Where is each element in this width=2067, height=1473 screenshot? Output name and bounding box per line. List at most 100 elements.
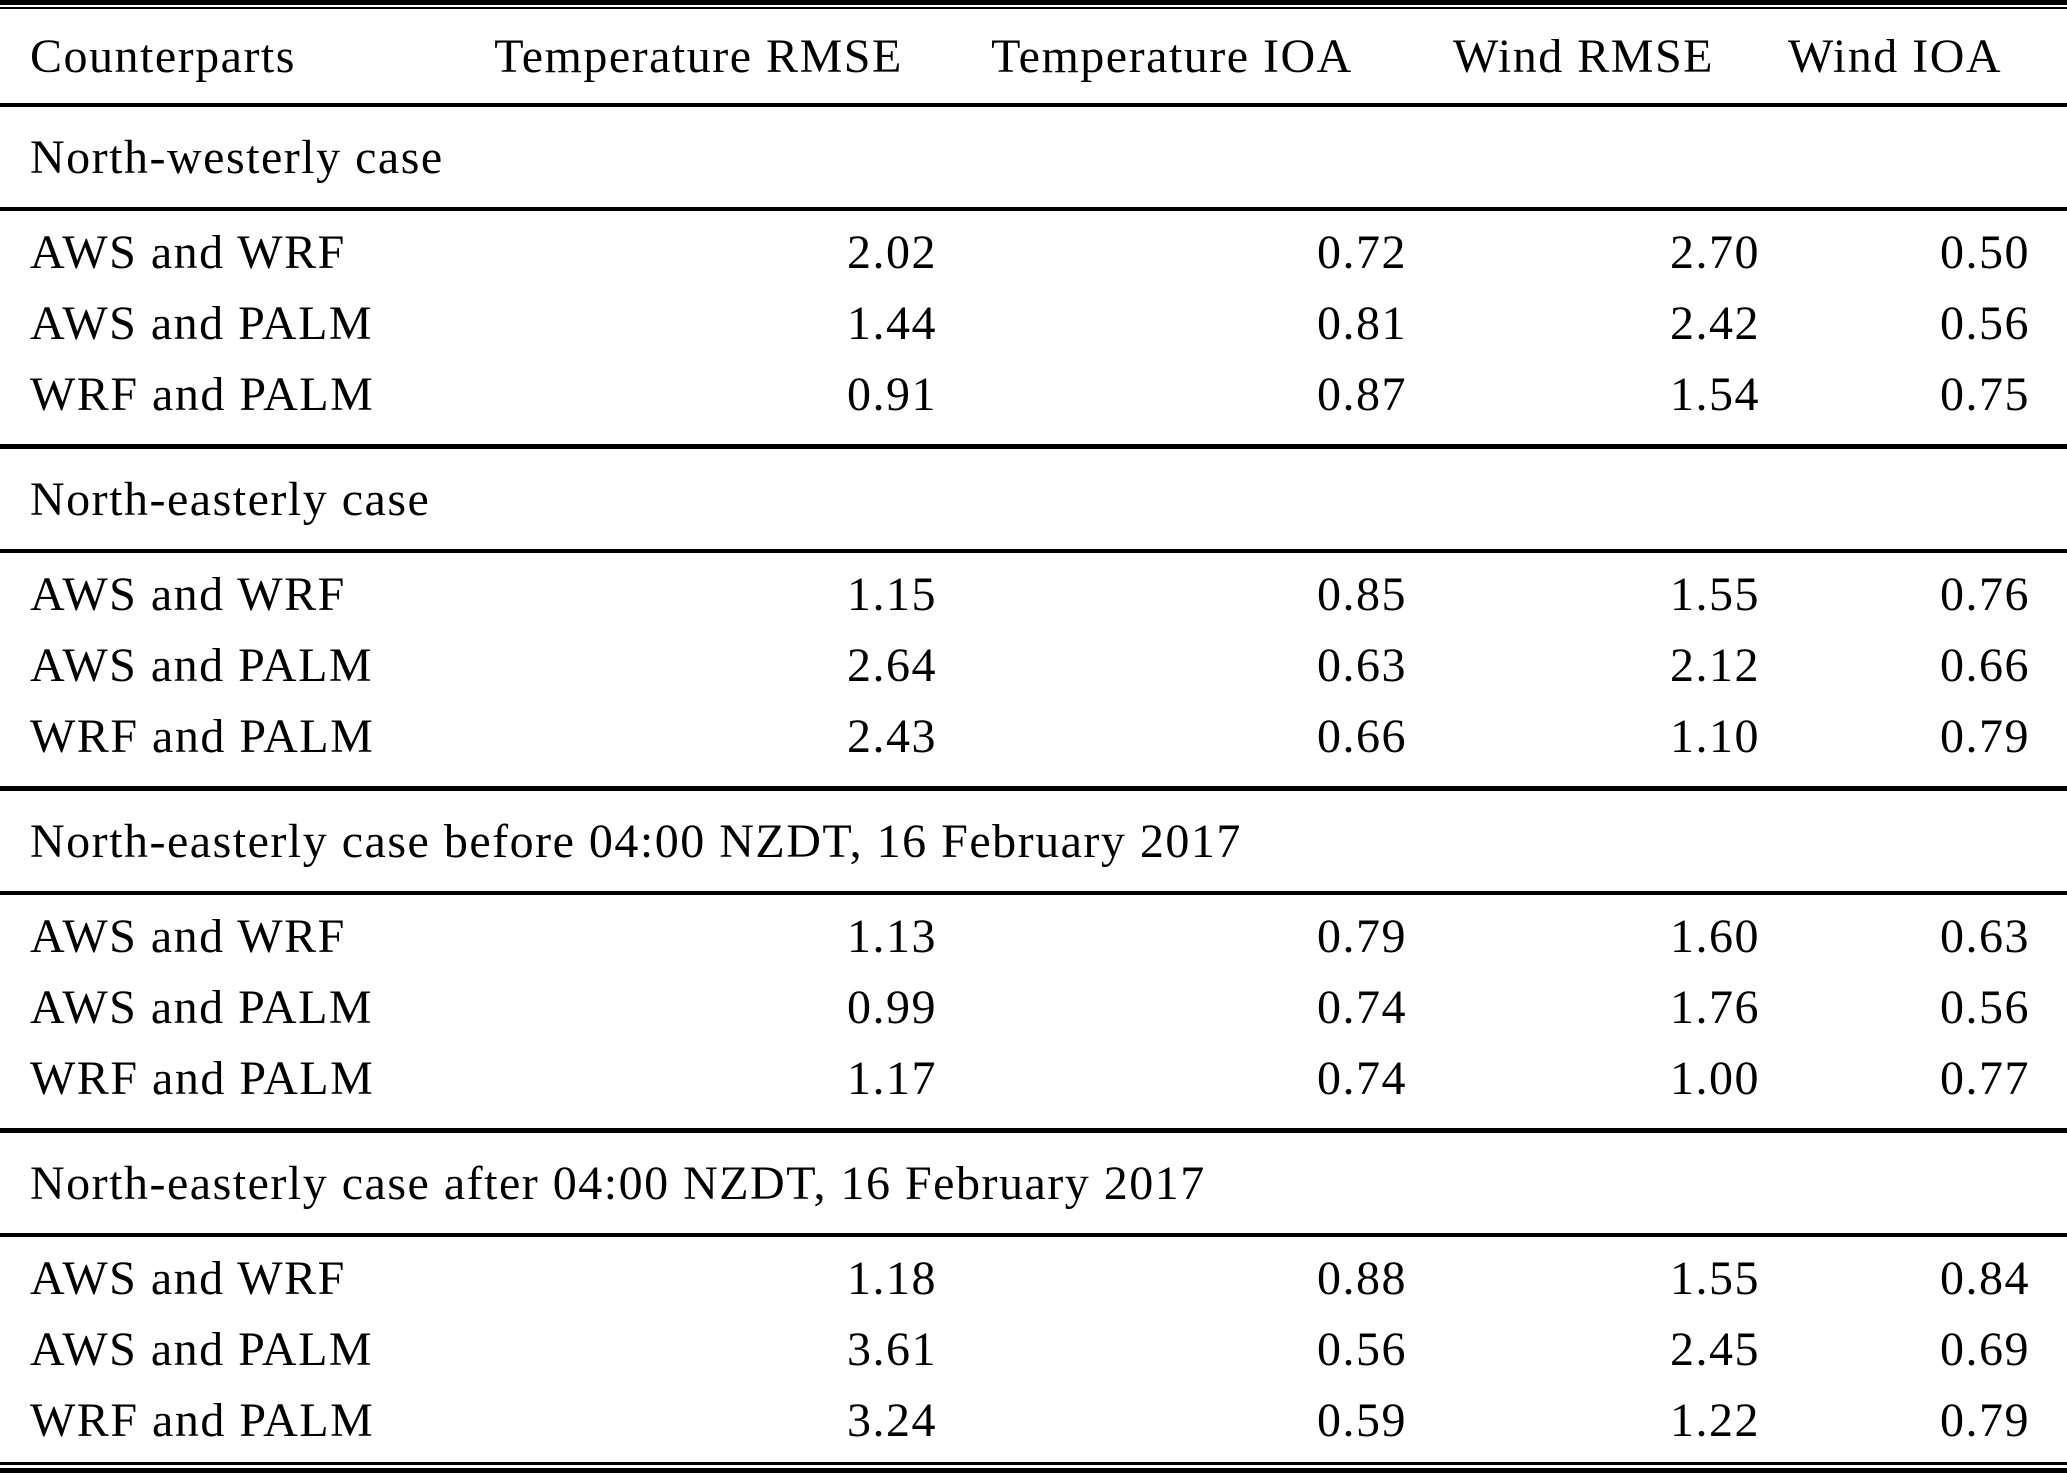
wind-rmse-cell: 1.10 [1407, 701, 1760, 791]
temperature-rmse-cell: 3.61 [847, 1323, 937, 1376]
temperature-ioa-cell: 0.74 [1317, 981, 1407, 1034]
wind-rmse-cell: 1.00 [1407, 1043, 1760, 1133]
counterparts-cell: WRF and PALM [0, 359, 460, 449]
column-header-wind-rmse: Wind RMSE [1407, 9, 1760, 107]
wind-ioa-cell: 0.77 [1760, 1043, 2067, 1133]
temperature-ioa-cell: 0.63 [1317, 639, 1407, 692]
counterparts-cell: WRF and PALM [30, 1394, 375, 1447]
temperature-rmse-cell: 2.02 [847, 226, 937, 279]
table-row: WRF and PALM 3.24 0.59 1.22 0.79 [0, 1385, 2067, 1462]
section-title-row: North-easterly case before 04:00 NZDT, 1… [0, 788, 2067, 895]
counterparts-cell: WRF and PALM [0, 701, 460, 791]
temperature-rmse-cell: 1.44 [847, 297, 937, 350]
wind-ioa-cell: 0.56 [1940, 297, 2030, 350]
section-title: North-easterly case before 04:00 NZDT, 1… [0, 788, 2067, 895]
wind-ioa-cell: 0.79 [1760, 701, 2067, 791]
table-row: AWS and PALM 0.99 0.74 1.76 0.56 [0, 972, 2067, 1043]
column-header-wind-ioa: Wind IOA [1760, 9, 2067, 107]
section-header-north-easterly-before: North-easterly case before 04:00 NZDT, 1… [0, 788, 2067, 895]
wind-rmse-cell: 2.70 [1670, 226, 1760, 279]
temperature-rmse-cell: 1.18 [847, 1252, 937, 1305]
wind-ioa-cell: 0.63 [1940, 910, 2030, 963]
header-row: Counterparts Temperature RMSE Temperatur… [0, 9, 2067, 107]
table-row: WRF and PALM 2.43 0.66 1.10 0.79 [0, 701, 2067, 791]
wind-ioa-cell: 0.79 [1940, 1394, 2030, 1447]
temperature-rmse-cell: 2.64 [847, 639, 937, 692]
counterparts-cell: AWS and WRF [30, 910, 346, 963]
section-header-north-easterly: North-easterly case [0, 446, 2067, 553]
wind-rmse-cell: 2.12 [1670, 639, 1760, 692]
temperature-ioa-cell: 0.81 [1317, 297, 1407, 350]
section-title-row: North-easterly case after 04:00 NZDT, 16… [0, 1130, 2067, 1237]
section-body-north-easterly-after: AWS and WRF 1.18 0.88 1.55 0.84 AWS and … [0, 1235, 2067, 1462]
section-header-north-easterly-after: North-easterly case after 04:00 NZDT, 16… [0, 1130, 2067, 1237]
temperature-rmse-cell: 0.91 [460, 359, 937, 449]
temperature-ioa-cell: 0.56 [1317, 1323, 1407, 1376]
temperature-rmse-cell: 2.43 [460, 701, 937, 791]
temperature-ioa-cell: 0.79 [1317, 910, 1407, 963]
section-header-north-westerly: North-westerly case [0, 105, 2067, 211]
section-body-north-westerly: AWS and WRF 2.02 0.72 2.70 0.50 AWS and … [0, 209, 2067, 449]
counterparts-cell: AWS and PALM [30, 981, 374, 1034]
table-row: AWS and WRF 1.15 0.85 1.55 0.76 [0, 551, 2067, 630]
temperature-ioa-cell: 0.74 [937, 1043, 1407, 1133]
wind-rmse-cell: 1.55 [1670, 1252, 1760, 1305]
column-header-counterparts: Counterparts [0, 9, 460, 107]
wind-rmse-cell: 1.22 [1670, 1394, 1760, 1447]
table-bottom-rule-thin [0, 1462, 2067, 1465]
counterparts-cell: AWS and WRF [30, 568, 346, 621]
section-body-north-easterly-before: AWS and WRF 1.13 0.79 1.60 0.63 AWS and … [0, 893, 2067, 1133]
section-title: North-easterly case [0, 446, 2067, 553]
table-row: AWS and PALM 2.64 0.63 2.12 0.66 [0, 630, 2067, 701]
temperature-ioa-cell: 0.72 [1317, 226, 1407, 279]
table-bottom-rule-thick [0, 1468, 2067, 1473]
wind-ioa-cell: 0.50 [1940, 226, 2030, 279]
temperature-ioa-cell: 0.59 [1317, 1394, 1407, 1447]
temperature-rmse-cell: 1.13 [847, 910, 937, 963]
counterparts-cell: AWS and PALM [30, 297, 374, 350]
temperature-ioa-cell: 0.85 [1317, 568, 1407, 621]
table-row: WRF and PALM 0.91 0.87 1.54 0.75 [0, 359, 2067, 449]
wind-ioa-cell: 0.66 [1940, 639, 2030, 692]
table-row: AWS and PALM 3.61 0.56 2.45 0.69 [0, 1314, 2067, 1385]
wind-rmse-cell: 1.60 [1670, 910, 1760, 963]
table-top-rule-thin [0, 7, 2067, 9]
wind-ioa-cell: 0.69 [1940, 1323, 2030, 1376]
counterparts-cell: AWS and PALM [30, 1323, 374, 1376]
table-row: AWS and WRF 1.18 0.88 1.55 0.84 [0, 1235, 2067, 1314]
section-title: North-easterly case after 04:00 NZDT, 16… [0, 1130, 2067, 1237]
table-top-rule-thick [0, 0, 2067, 5]
wind-rmse-cell: 1.55 [1670, 568, 1760, 621]
section-title: North-westerly case [0, 105, 2067, 211]
wind-rmse-cell: 1.54 [1407, 359, 1760, 449]
wind-ioa-cell: 0.84 [1940, 1252, 2030, 1305]
temperature-rmse-cell: 0.99 [847, 981, 937, 1034]
table-header: Counterparts Temperature RMSE Temperatur… [0, 9, 2067, 107]
column-header-temperature-rmse: Temperature RMSE [460, 9, 937, 107]
section-body-north-easterly: AWS and WRF 1.15 0.85 1.55 0.76 AWS and … [0, 551, 2067, 791]
wind-ioa-cell: 0.56 [1940, 981, 2030, 1034]
table-row: AWS and PALM 1.44 0.81 2.42 0.56 [0, 288, 2067, 359]
section-title-row: North-easterly case [0, 446, 2067, 553]
counterparts-cell: AWS and PALM [30, 639, 374, 692]
metrics-table: Counterparts Temperature RMSE Temperatur… [0, 9, 2067, 1462]
column-header-temperature-ioa: Temperature IOA [937, 9, 1407, 107]
temperature-ioa-cell: 0.87 [937, 359, 1407, 449]
temperature-rmse-cell: 1.17 [460, 1043, 937, 1133]
counterparts-cell: AWS and WRF [30, 1252, 346, 1305]
table-row: WRF and PALM 1.17 0.74 1.00 0.77 [0, 1043, 2067, 1133]
wind-rmse-cell: 1.76 [1670, 981, 1760, 1034]
wind-ioa-cell: 0.76 [1940, 568, 2030, 621]
temperature-ioa-cell: 0.88 [1317, 1252, 1407, 1305]
temperature-rmse-cell: 1.15 [847, 568, 937, 621]
table-row: AWS and WRF 2.02 0.72 2.70 0.50 [0, 209, 2067, 288]
table-row: AWS and WRF 1.13 0.79 1.60 0.63 [0, 893, 2067, 972]
section-title-row: North-westerly case [0, 105, 2067, 211]
wind-ioa-cell: 0.75 [1760, 359, 2067, 449]
counterparts-cell: WRF and PALM [0, 1043, 460, 1133]
temperature-ioa-cell: 0.66 [937, 701, 1407, 791]
wind-rmse-cell: 2.42 [1670, 297, 1760, 350]
counterparts-cell: AWS and WRF [30, 226, 346, 279]
temperature-rmse-cell: 3.24 [847, 1394, 937, 1447]
wind-rmse-cell: 2.45 [1670, 1323, 1760, 1376]
